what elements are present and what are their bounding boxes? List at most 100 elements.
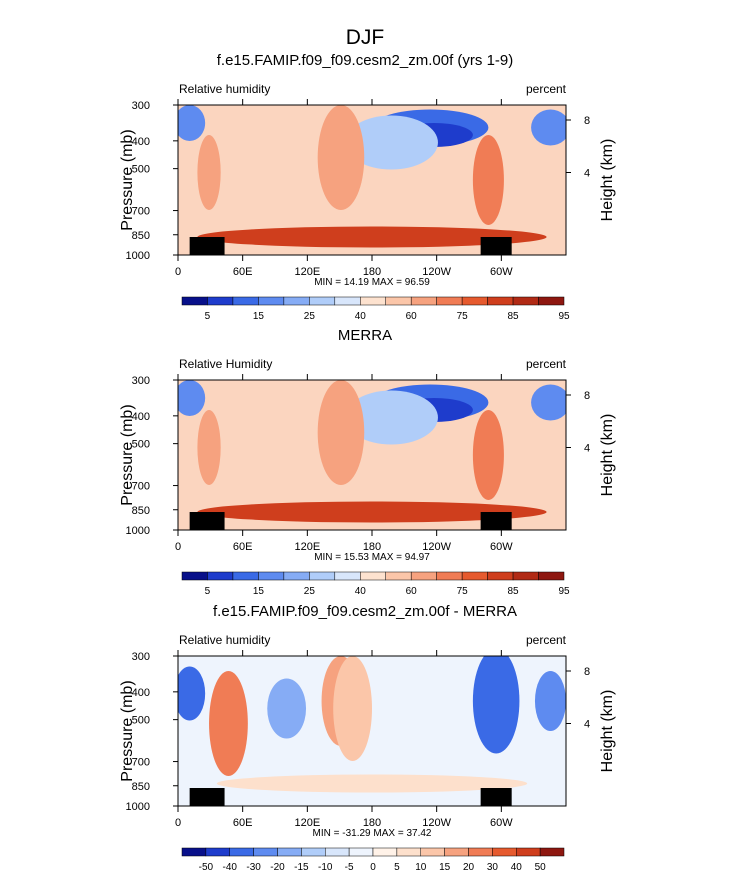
topography-mask <box>480 788 512 806</box>
colorbar-label: 75 <box>457 311 469 322</box>
x-tick-label: 120E <box>294 266 320 278</box>
y2-tick-label: 8 <box>584 390 590 402</box>
colorbar-box <box>181 571 208 581</box>
units-label: percent <box>526 633 567 647</box>
colorbar-label: 25 <box>304 586 316 597</box>
colorbar-box <box>487 296 514 306</box>
colorbar-box <box>360 571 386 581</box>
colorbar-box <box>258 571 285 581</box>
colorbar-label: -5 <box>345 862 354 872</box>
colorbar-label: -15 <box>294 862 309 872</box>
contour-shading <box>317 380 365 485</box>
y-tick-label: 850 <box>132 781 150 793</box>
y-tick-label: 400 <box>132 687 150 699</box>
contour-shading <box>197 226 547 248</box>
colorbar-box <box>385 296 412 306</box>
colorbar-label: 15 <box>253 586 265 597</box>
colorbar-label: -20 <box>270 862 285 872</box>
colorbar-box <box>385 571 412 581</box>
colorbar-box <box>410 571 437 581</box>
colorbar: 5 15 25 40 60 75 85 95 <box>181 571 570 597</box>
colorbar-box <box>309 296 336 306</box>
colorbar-label: 60 <box>406 586 418 597</box>
y-tick-label: 300 <box>132 651 150 663</box>
colorbar-label: -40 <box>223 862 238 872</box>
topography-mask <box>189 512 225 530</box>
y-tick-label: 300 <box>132 100 150 112</box>
y2-tick-label: 8 <box>584 666 590 678</box>
colorbar-label: 50 <box>535 862 547 872</box>
colorbar: 5 15 25 40 60 75 85 95 <box>181 296 570 322</box>
x-tick-label: 180 <box>363 541 381 553</box>
colorbar-box <box>539 847 565 857</box>
colorbar-label: 15 <box>253 311 265 322</box>
colorbar-box <box>301 847 326 857</box>
chart-panel-2: MERRA Relative Humidity percent 0 60E 120E 180… <box>119 327 616 597</box>
contour-shading <box>197 410 221 485</box>
units-label: percent <box>526 357 567 371</box>
colorbar-box <box>205 847 230 857</box>
y-tick-label: 400 <box>132 136 150 148</box>
colorbar-box <box>487 571 514 581</box>
colorbar-box <box>253 847 278 857</box>
contour-shading <box>472 135 504 225</box>
x-tick-label: 120E <box>294 541 320 553</box>
contour-shading <box>534 671 566 731</box>
colorbar-box <box>538 296 565 306</box>
y-tick-label: 1000 <box>126 801 150 813</box>
colorbar-label: -10 <box>318 862 333 872</box>
colorbar-label: 95 <box>558 311 570 322</box>
topography-mask <box>480 237 512 255</box>
min-max-stats: MIN = -31.29 MAX = 37.42 <box>313 828 432 839</box>
x-tick-label: 0 <box>175 266 181 278</box>
contour-shading <box>197 501 547 523</box>
colorbar-box <box>207 571 234 581</box>
colorbar-label: 15 <box>439 862 451 872</box>
y2-axis-title: Height (km) <box>599 139 616 222</box>
colorbar-box <box>348 847 374 857</box>
colorbar-box <box>372 847 398 857</box>
colorbar-box <box>334 296 361 306</box>
field-label: Relative humidity <box>179 82 270 96</box>
colorbar: -50 -40 -30 -20 -15 -10 -5 0 5 10 15 20 30 40 50 <box>181 847 565 872</box>
x-tick-label: 60W <box>490 266 513 278</box>
colorbar-box <box>468 847 493 857</box>
contour-shading <box>531 109 566 146</box>
chart-panel-3: f.e15.FAMIP.f09_f09.cesm2_zm.00f - MERRA… <box>119 603 616 872</box>
colorbar-label: 75 <box>457 586 469 597</box>
x-tick-label: 60W <box>490 541 513 553</box>
colorbar-box <box>492 847 517 857</box>
contour-shading <box>197 135 221 210</box>
colorbar-label: 40 <box>355 586 367 597</box>
x-tick-label: 0 <box>175 817 181 829</box>
x-tick-label: 60E <box>233 266 253 278</box>
field-label: Relative humidity <box>179 633 270 647</box>
colorbar-box <box>232 571 259 581</box>
colorbar-box <box>258 296 285 306</box>
y-tick-label: 500 <box>132 164 150 176</box>
colorbar-label: 5 <box>205 586 211 597</box>
colorbar-box <box>436 296 463 306</box>
topography-mask <box>189 237 225 255</box>
y2-axis-title: Height (km) <box>599 414 616 497</box>
colorbar-label: 40 <box>355 311 367 322</box>
colorbar-label: -50 <box>199 862 214 872</box>
contour-shading <box>178 666 206 721</box>
colorbar-box <box>396 847 421 857</box>
contour-shading <box>344 115 438 170</box>
x-tick-label: 120W <box>422 817 451 829</box>
figure-title: DJF <box>346 26 385 49</box>
contour-shading <box>178 105 206 141</box>
y-tick-label: 850 <box>132 230 150 242</box>
colorbar-label: 20 <box>463 862 475 872</box>
contour-field <box>178 105 566 255</box>
x-tick-label: 180 <box>363 817 381 829</box>
y-tick-label: 1000 <box>126 250 150 262</box>
contour-shading <box>267 678 307 739</box>
contour-field <box>178 380 566 530</box>
topography-mask <box>480 512 512 530</box>
x-tick-label: 120W <box>422 541 451 553</box>
colorbar-label: -30 <box>246 862 261 872</box>
contour-shading <box>472 410 504 500</box>
